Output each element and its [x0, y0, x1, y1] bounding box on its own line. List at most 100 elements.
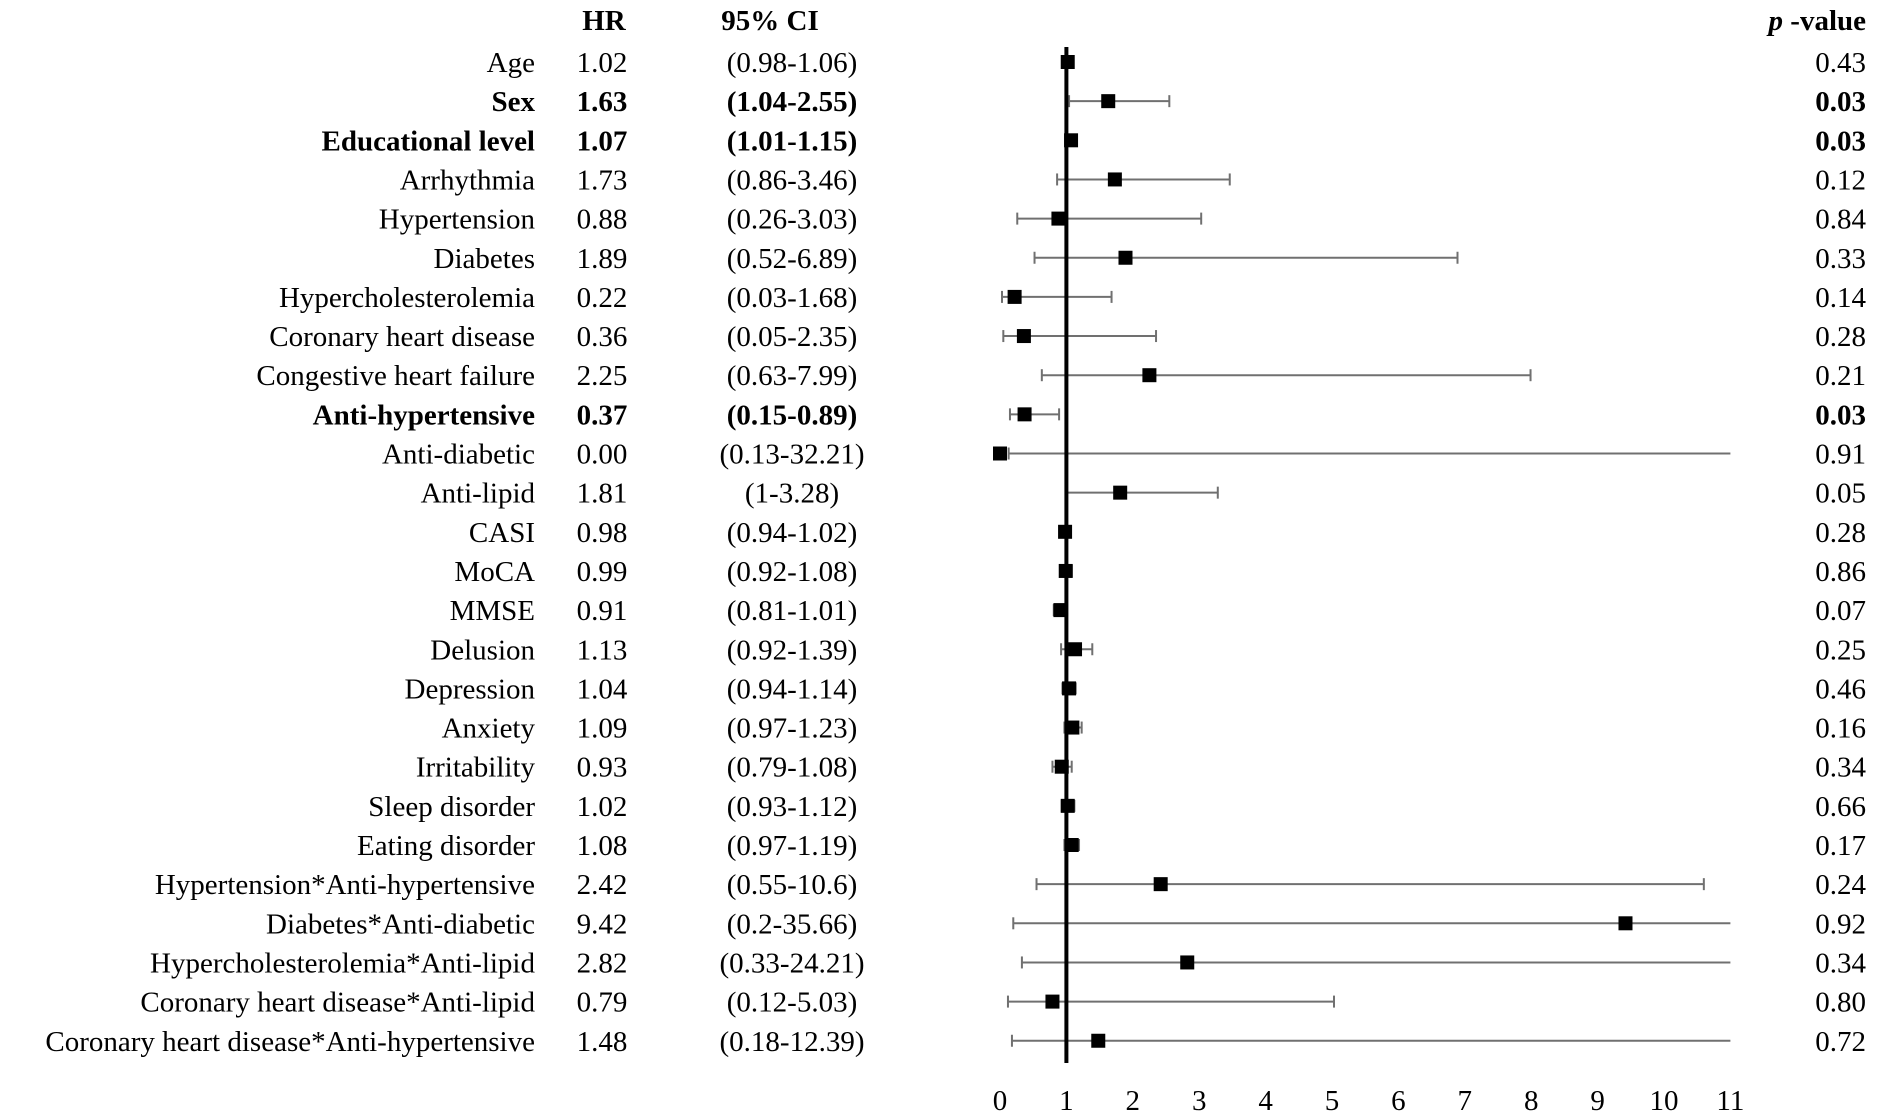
ci-whisker	[1056, 173, 1231, 186]
hr-value: 0.22	[577, 282, 628, 314]
hr-value: 1.81	[577, 478, 628, 510]
row-label: Anti-lipid	[421, 478, 536, 510]
hr-marker	[1051, 211, 1066, 226]
hr-value: 1.09	[577, 713, 628, 745]
ci-whisker	[1020, 956, 1731, 969]
row-label: Coronary heart disease*Anti-hypertensive	[45, 1026, 535, 1058]
row-label: Diabetes*Anti-diabetic	[266, 908, 535, 940]
table-row: Sex 1.63 (1.04-2.55) 0.03	[492, 86, 1867, 118]
table-row: Hypertension*Anti-hypertensive 2.42 (0.55-…	[155, 869, 1867, 901]
hr-value: 0.91	[577, 595, 628, 627]
hr-marker	[1062, 681, 1077, 696]
p-value: 0.92	[1815, 908, 1866, 940]
ci-value: (0.63-7.99)	[727, 360, 857, 392]
x-tick-label: 5	[1325, 1085, 1340, 1113]
row-label: Hypercholesterolemia	[279, 282, 535, 314]
ci-value: (0.15-0.89)	[727, 399, 857, 431]
p-value: 0.46	[1815, 673, 1866, 705]
ci-value: (0.92-1.08)	[727, 556, 857, 588]
x-tick-label: 3	[1192, 1085, 1207, 1113]
x-axis: 0 1 2 3 4 5 6 7 8 9 10 11	[993, 1085, 1745, 1113]
row-label: MoCA	[454, 556, 535, 588]
hr-value: 0.99	[577, 556, 628, 588]
ci-value: (0.33-24.21)	[720, 947, 865, 979]
row-label: Depression	[405, 673, 536, 705]
hr-value: 2.42	[577, 869, 628, 901]
hr-marker	[1068, 642, 1083, 657]
p-value: 0.03	[1815, 399, 1866, 431]
hr-value: 1.02	[577, 791, 628, 823]
ci-whisker	[1035, 878, 1705, 891]
table-row: Depression 1.04 (0.94-1.14) 0.46	[405, 673, 1866, 705]
ci-value: (0.94-1.14)	[727, 673, 857, 705]
table-row: Congestive heart failure 2.25 (0.63-7.99) 0…	[256, 360, 1866, 392]
ci-whisker	[1007, 447, 1731, 460]
ci-value: (0.13-32.21)	[720, 439, 865, 471]
p-value: 0.24	[1815, 869, 1866, 901]
row-label: Coronary heart disease*Anti-lipid	[140, 987, 535, 1019]
hr-marker	[1016, 329, 1031, 344]
p-value: 0.34	[1815, 752, 1866, 784]
row-label: Hypertension*Anti-hypertensive	[155, 869, 535, 901]
p-value: 0.34	[1815, 947, 1866, 979]
table-row: Age 1.02 (0.98-1.06) 0.43	[487, 47, 1866, 79]
x-tick-label: 11	[1716, 1085, 1744, 1113]
table-row: CASI 0.98 (0.94-1.02) 0.28	[469, 517, 1866, 549]
hr-value: 2.25	[577, 360, 628, 392]
table-row: Diabetes*Anti-diabetic 9.42 (0.2-35.66) 0.9…	[266, 908, 1866, 940]
hr-marker	[1045, 994, 1060, 1009]
p-value: 0.33	[1815, 243, 1866, 275]
hr-marker	[1153, 877, 1168, 892]
x-tick-label: 7	[1458, 1085, 1473, 1113]
table-rows: Age 1.02 (0.98-1.06) 0.43 Sex 1.63 (1.04-2.55)…	[45, 47, 1866, 1058]
ci-value: (0.2-35.66)	[727, 908, 857, 940]
ci-whisker	[1006, 995, 1335, 1008]
hr-marker	[1142, 368, 1157, 383]
row-label: Sleep disorder	[368, 791, 535, 823]
hr-marker	[1091, 1033, 1106, 1048]
ci-whisker	[1008, 408, 1061, 421]
hr-markers	[993, 55, 1633, 1048]
p-value: 0.84	[1815, 204, 1866, 236]
hr-value: 0.00	[577, 439, 628, 471]
table-row: Sleep disorder 1.02 (0.93-1.12) 0.66	[368, 791, 1866, 823]
p-value: 0.03	[1815, 125, 1866, 157]
p-value: 0.72	[1815, 1026, 1866, 1058]
hr-marker	[1017, 407, 1032, 422]
ci-value: (0.98-1.06)	[727, 47, 857, 79]
p-value: 0.25	[1815, 634, 1866, 666]
ci-value: (1.01-1.15)	[727, 125, 857, 157]
row-label: Hypertension	[379, 204, 536, 236]
ci-value: (0.86-3.46)	[727, 164, 857, 196]
hr-value: 2.82	[577, 947, 628, 979]
row-label: Irritability	[416, 752, 536, 784]
ci-value: (0.03-1.68)	[727, 282, 857, 314]
hr-value: 1.07	[577, 125, 628, 157]
p-value: 0.17	[1815, 830, 1866, 862]
ci-value: (0.18-12.39)	[720, 1026, 865, 1058]
hr-value: 0.93	[577, 752, 628, 784]
p-value: 0.14	[1815, 282, 1866, 314]
table-row: Coronary heart disease 0.36 (0.05-2.35) 0.2…	[269, 321, 1866, 353]
p-value-header-rest: -value	[1783, 5, 1866, 37]
row-label: Anti-diabetic	[382, 439, 535, 471]
ci-value: (1-3.28)	[745, 478, 839, 510]
hr-value: 1.13	[577, 634, 628, 666]
x-tick-label: 9	[1590, 1085, 1605, 1113]
row-label: MMSE	[450, 595, 535, 627]
ci-value: (0.55-10.6)	[727, 869, 857, 901]
row-label: Age	[487, 47, 535, 79]
ci-value: (0.93-1.12)	[727, 791, 857, 823]
hr-marker	[1058, 524, 1073, 539]
x-tick-label: 1	[1059, 1085, 1074, 1113]
row-label: Hypercholesterolemia*Anti-lipid	[150, 947, 535, 979]
hr-marker	[1180, 955, 1195, 970]
ci-whisker	[1068, 95, 1171, 108]
p-value: 0.12	[1815, 164, 1866, 196]
table-row: Eating disorder 1.08 (0.97-1.19) 0.17	[357, 830, 1866, 862]
table-row: Anxiety 1.09 (0.97-1.23) 0.16	[442, 713, 1866, 745]
ci-whisker	[1040, 369, 1532, 382]
hr-marker	[1054, 759, 1069, 774]
table-row: Anti-diabetic 0.00 (0.13-32.21) 0.91	[382, 439, 1866, 471]
hr-marker	[1064, 133, 1079, 148]
